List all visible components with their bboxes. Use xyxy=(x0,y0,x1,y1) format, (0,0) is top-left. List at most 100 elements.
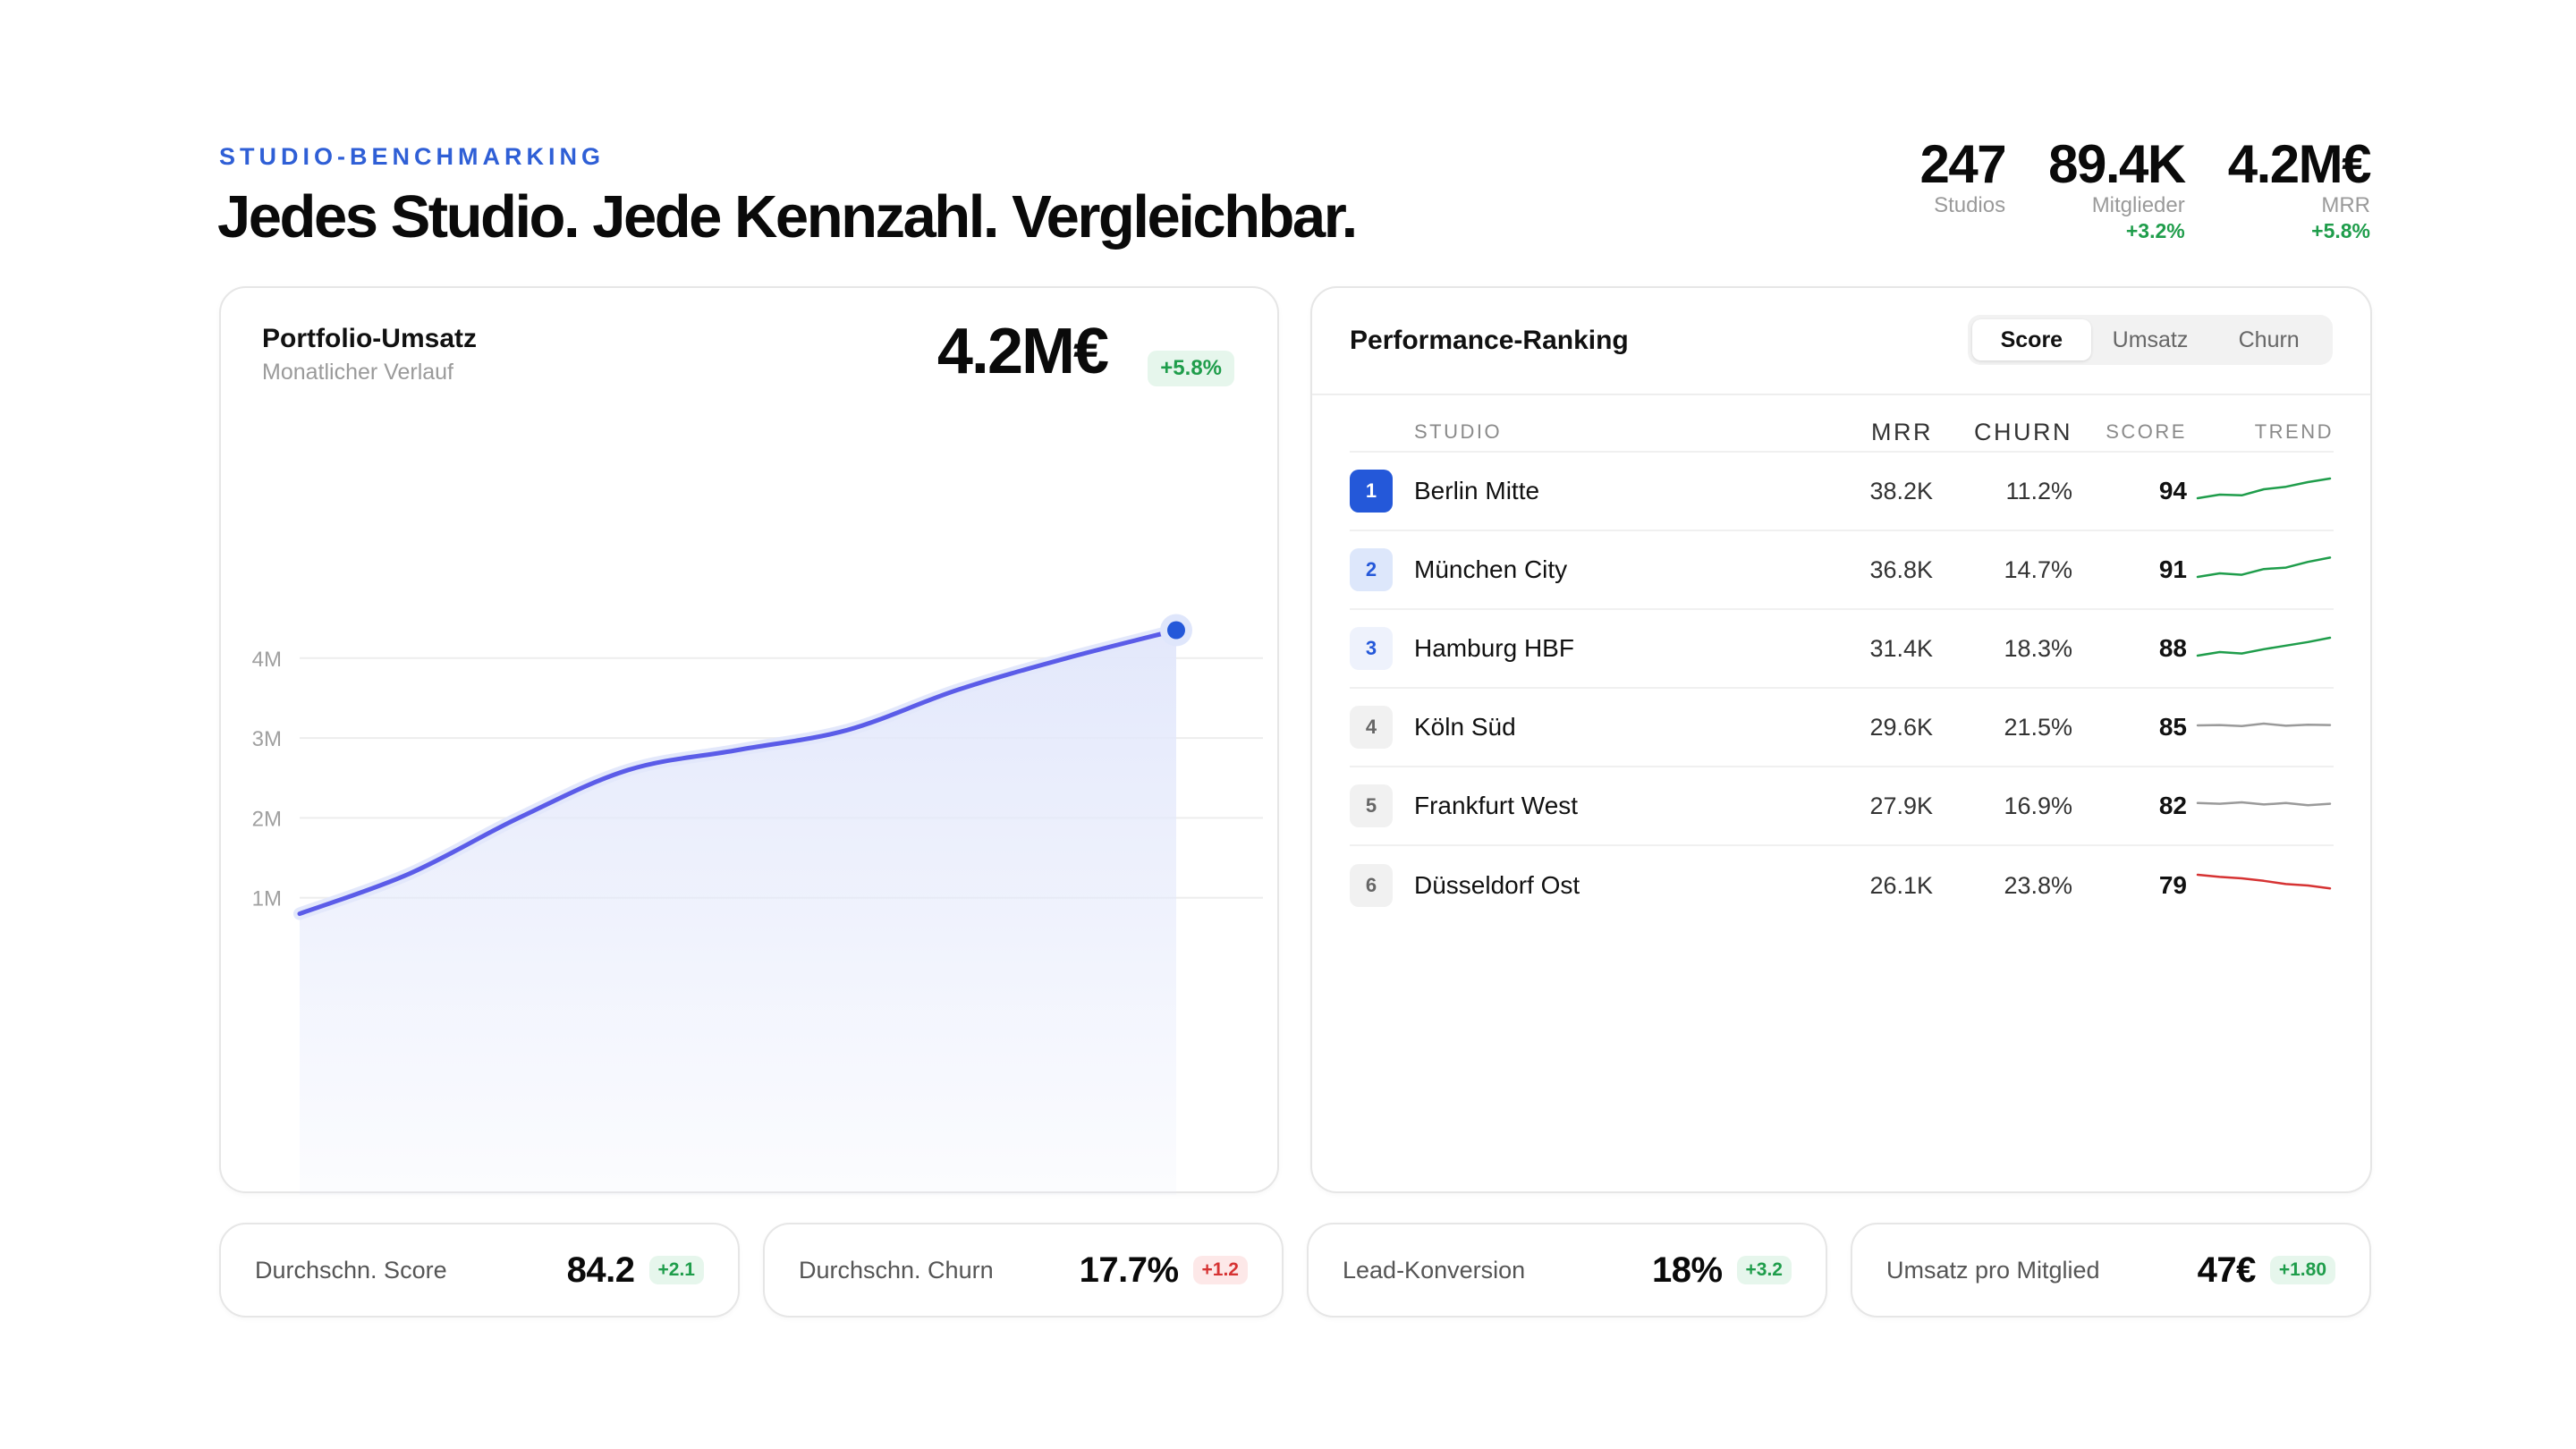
stat-delta-badge: +2.1 xyxy=(648,1256,704,1284)
revenue-value: 4.2M€ xyxy=(936,316,1109,387)
data-point xyxy=(844,726,852,733)
col-mrr[interactable]: MRR xyxy=(1871,418,1933,445)
revenue-area-chart: 1M2M3M4MJulAugSepOktNovDezJanFebMär xyxy=(252,614,1263,1195)
studio-name: Köln Süd xyxy=(1414,713,1516,741)
studio-mrr: 31.4K xyxy=(1869,634,1933,662)
studio-mrr: 38.2K xyxy=(1869,477,1933,504)
studio-score: 94 xyxy=(2158,477,2187,504)
page-title: Jedes Studio. Jede Kennzahl. Vergleichba… xyxy=(217,183,1358,250)
kpi-delta: +3.2% xyxy=(2125,219,2185,242)
studio-churn: 11.2% xyxy=(2005,477,2072,504)
performance-ranking-card: Performance-Ranking Score Umsatz Churn S… xyxy=(1310,286,2372,1193)
y-tick-label: 2M xyxy=(252,807,282,831)
tab-churn[interactable]: Churn xyxy=(2238,326,2300,352)
ranking-title: Performance-Ranking xyxy=(1350,326,1629,355)
table-row[interactable]: 2 München City 36.8K 14.7% 91 xyxy=(1350,531,2334,610)
trend-sparkline xyxy=(2196,636,2332,657)
chart-header: Portfolio-Umsatz Monatlicher Verlauf xyxy=(262,324,477,386)
y-tick-label: 3M xyxy=(252,727,282,751)
table-row[interactable]: 3 Hamburg HBF 31.4K 18.3% 88 xyxy=(1350,610,2334,689)
col-score[interactable]: SCORE xyxy=(2106,420,2187,443)
trend-sparkline xyxy=(2196,873,2332,889)
data-point xyxy=(953,687,961,694)
stat-label: Lead-Konversion xyxy=(1343,1256,1526,1284)
rank-badge: 3 xyxy=(1350,627,1393,670)
studio-mrr: 36.8K xyxy=(1869,555,1933,583)
table-row[interactable]: 5 Frankfurt West 27.9K 16.9% 82 xyxy=(1350,767,2334,846)
latest-point-marker[interactable] xyxy=(1167,621,1185,640)
sparkline-path xyxy=(2196,801,2332,806)
sparkline-path xyxy=(2196,477,2332,499)
chart-subtitle: Monatlicher Verlauf xyxy=(262,360,454,385)
kpi-studios: 247 Studios xyxy=(1920,136,2007,243)
studio-mrr: 29.6K xyxy=(1869,713,1933,741)
kpi-mrr: 4.2M€ MRR +5.8% xyxy=(2228,136,2372,243)
studio-churn: 21.5% xyxy=(2004,713,2072,741)
data-point xyxy=(406,870,413,877)
studio-mrr: 26.1K xyxy=(1869,871,1933,899)
area-fill xyxy=(300,630,1176,1195)
data-point xyxy=(515,814,522,821)
rank-badge: 1 xyxy=(1350,470,1393,513)
table-row[interactable]: 6 Düsseldorf Ost 26.1K 23.8% 79 xyxy=(1350,846,2334,925)
studio-score: 82 xyxy=(2158,792,2187,819)
data-point xyxy=(296,911,303,918)
stat-lead-conversion: Lead-Konversion 18% +3.2 xyxy=(1307,1223,1827,1318)
ranking-sort-toggle: Score Umsatz Churn xyxy=(1968,315,2333,365)
studio-churn: 18.3% xyxy=(2004,634,2072,662)
studio-name: Berlin Mitte xyxy=(1414,477,1540,504)
kpi-value: 89.4K xyxy=(2048,134,2186,194)
trend-sparkline xyxy=(2196,555,2332,578)
stat-revenue-per-member: Umsatz pro Mitglied 47€ +1.80 xyxy=(1851,1223,2371,1318)
studio-score: 79 xyxy=(2158,871,2187,899)
stat-label: Umsatz pro Mitglied xyxy=(1886,1256,2100,1284)
studio-name: Frankfurt West xyxy=(1414,792,1579,819)
ranking-table: STUDIO MRR CHURN SCORE TREND 1 Berlin Mi… xyxy=(1350,413,2334,925)
studio-mrr: 27.9K xyxy=(1869,792,1933,819)
studio-name: München City xyxy=(1414,555,1568,583)
kpi-label: Mitglieder xyxy=(2091,193,2185,217)
sparkline-path xyxy=(2196,555,2332,578)
kpi-label: MRR xyxy=(2321,193,2370,217)
rank-badge: 2 xyxy=(1350,548,1393,591)
stat-value: 84.2 xyxy=(566,1250,635,1290)
revenue-chart-card: Portfolio-Umsatz Monatlicher Verlauf 4.2… xyxy=(219,286,1279,1195)
data-point xyxy=(625,767,632,774)
studio-score: 91 xyxy=(2158,555,2187,583)
table-row[interactable]: 1 Berlin Mitte 38.2K 11.2% 94 xyxy=(1350,453,2334,531)
stat-value: 17.7% xyxy=(1079,1250,1179,1290)
stat-label: Durchschn. Score xyxy=(255,1256,447,1284)
divider xyxy=(1312,394,2370,395)
table-row[interactable]: 4 Köln Süd 29.6K 21.5% 85 xyxy=(1350,689,2334,767)
studio-churn: 16.9% xyxy=(2004,792,2072,819)
col-trend: TREND xyxy=(2254,420,2334,443)
col-studio[interactable]: STUDIO xyxy=(1414,420,1503,443)
rank-badge: 5 xyxy=(1350,784,1393,827)
rank-badge: 6 xyxy=(1350,864,1393,907)
tab-umsatz[interactable]: Umsatz xyxy=(2112,326,2189,352)
stat-label: Durchschn. Churn xyxy=(799,1256,994,1284)
tab-score[interactable]: Score xyxy=(1972,319,2091,360)
kpi-delta: +5.8% xyxy=(2311,219,2370,242)
col-churn[interactable]: CHURN xyxy=(1974,418,2072,445)
sparkline-path xyxy=(2196,722,2332,727)
sparkline-path xyxy=(2196,636,2332,657)
table-header: STUDIO MRR CHURN SCORE TREND xyxy=(1350,413,2334,453)
trend-sparkline xyxy=(2196,477,2332,499)
revenue-delta-badge: +5.8% xyxy=(1148,351,1234,386)
stat-delta-badge: +3.2 xyxy=(1736,1256,1792,1284)
studio-score: 88 xyxy=(2158,634,2187,662)
y-tick-label: 1M xyxy=(252,887,282,911)
trend-sparkline xyxy=(2196,722,2332,727)
data-point xyxy=(734,746,741,753)
trend-sparkline xyxy=(2196,801,2332,806)
series-line xyxy=(297,628,1179,917)
studio-name: Düsseldorf Ost xyxy=(1414,871,1580,899)
kpi-members: 89.4K Mitglieder +3.2% xyxy=(2048,134,2186,243)
stat-delta-badge: +1.2 xyxy=(1192,1256,1248,1284)
stat-delta-badge: +1.80 xyxy=(2269,1256,2335,1284)
studio-name: Hamburg HBF xyxy=(1414,634,1574,662)
studio-churn: 14.7% xyxy=(2004,555,2072,583)
stat-value: 47€ xyxy=(2197,1250,2257,1290)
chart-title: Portfolio-Umsatz xyxy=(262,324,477,353)
